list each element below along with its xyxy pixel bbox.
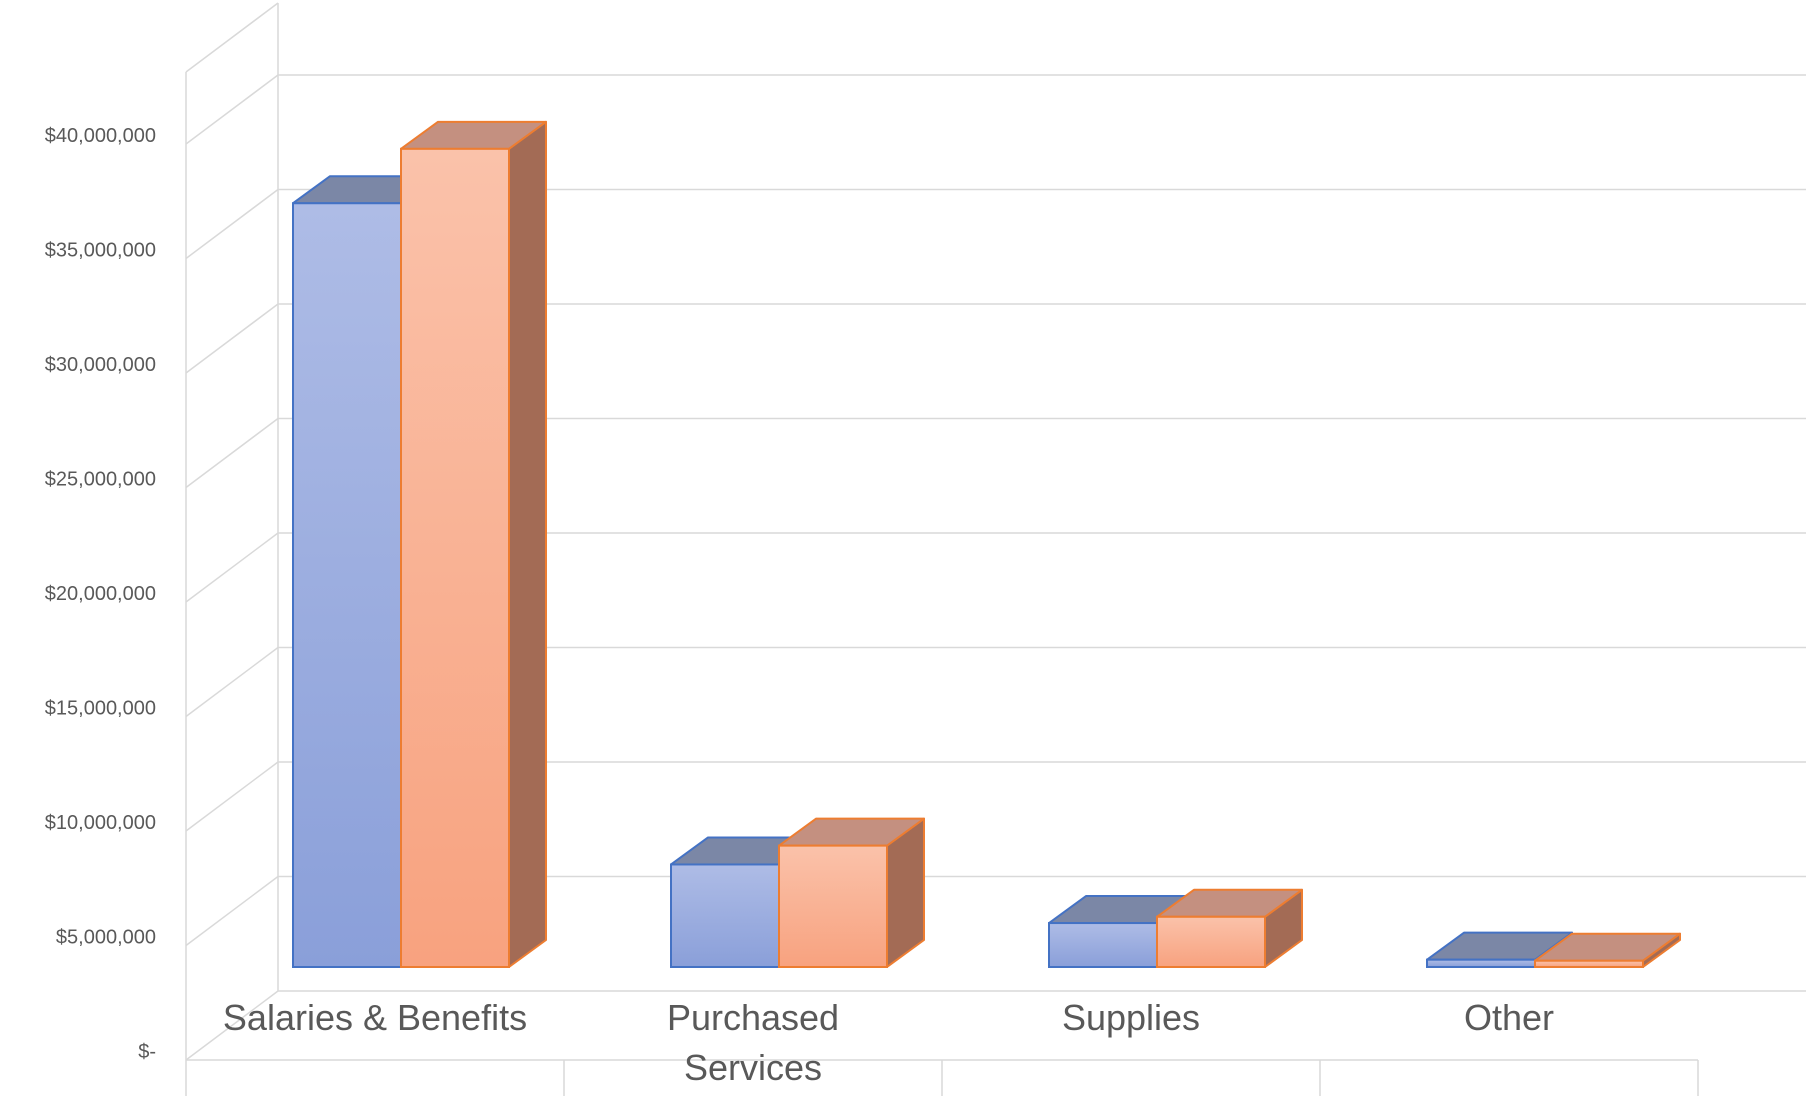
y-tick-label: $25,000,000 xyxy=(45,469,156,491)
bar-front-face xyxy=(1534,959,1644,968)
side-gridline xyxy=(185,532,279,603)
side-gridline xyxy=(185,2,279,73)
bar xyxy=(1534,932,1681,968)
y-axis-tick-labels: $- $5,000,000 $10,000,000 $15,000,000 $20,00… xyxy=(45,125,156,1063)
x-tick-label: Purchased Services xyxy=(667,997,839,1088)
bar xyxy=(1048,895,1195,968)
y-tick-label: $30,000,000 xyxy=(45,354,156,376)
y-tick-label: $5,000,000 xyxy=(56,927,156,949)
bar xyxy=(778,817,925,969)
side-gridline xyxy=(185,188,279,260)
y-tick-label: $10,000,000 xyxy=(45,812,156,834)
x-tick-label: Salaries & Benefits xyxy=(223,997,527,1038)
bar-front-face xyxy=(778,844,888,969)
x-axis-category-labels: Salaries & Benefits Purchased Services Supp… xyxy=(223,997,1554,1088)
y-tick-label: $- xyxy=(138,1041,156,1063)
bar xyxy=(400,120,547,968)
x-tick-label: Supplies xyxy=(1062,997,1200,1038)
bar-front-face xyxy=(670,863,780,969)
side-gridline xyxy=(185,990,279,1061)
x-tick-label: Other xyxy=(1464,997,1554,1038)
side-gridline xyxy=(185,303,279,374)
side-gridline xyxy=(185,417,279,489)
y-tick-label: $15,000,000 xyxy=(45,698,156,720)
bar-front-face xyxy=(1048,922,1158,968)
bar xyxy=(1156,888,1303,969)
side-gridline xyxy=(185,646,279,718)
bar-front-face xyxy=(1156,915,1266,969)
x-axis xyxy=(185,1059,1699,1096)
bar-front-face xyxy=(1426,958,1536,969)
side-gridline xyxy=(185,875,279,947)
y-tick-label: $35,000,000 xyxy=(45,240,156,262)
side-gridline xyxy=(185,74,279,145)
bar-front-face xyxy=(400,147,510,968)
bar-front-face xyxy=(292,202,402,969)
y-tick-label: $20,000,000 xyxy=(45,583,156,605)
side-gridline xyxy=(185,761,279,832)
bar-side-face xyxy=(508,120,547,968)
bars xyxy=(292,120,1681,969)
y-tick-label: $40,000,000 xyxy=(45,125,156,147)
